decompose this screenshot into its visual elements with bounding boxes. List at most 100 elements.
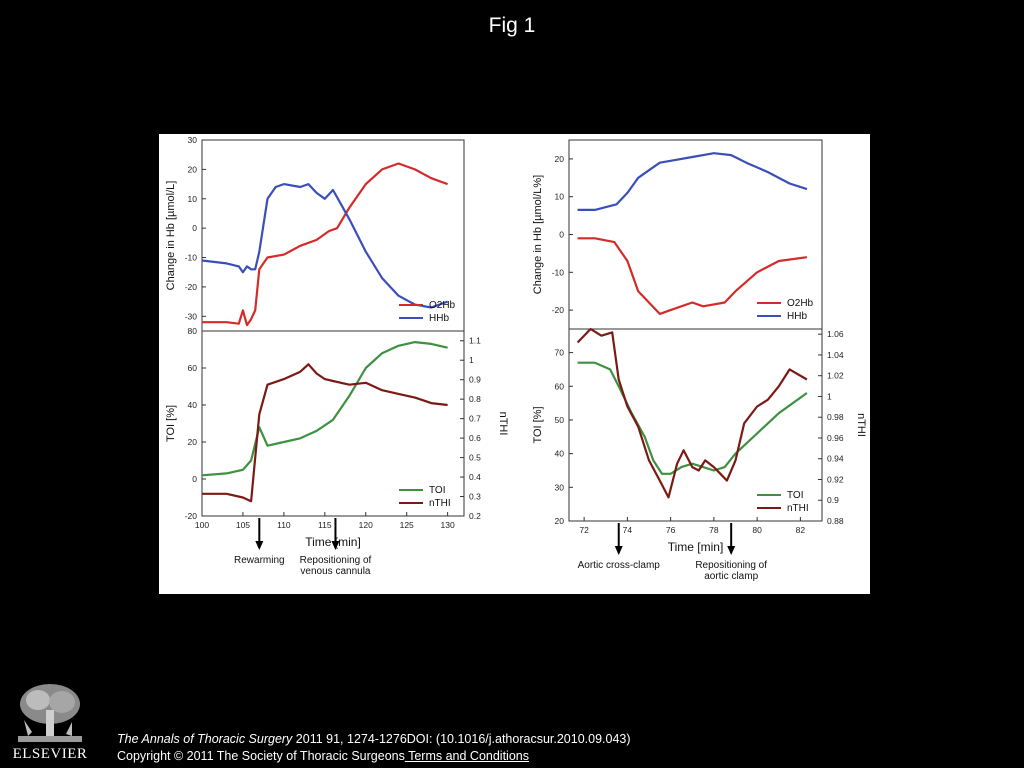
x-tick-label: 78 (709, 525, 719, 535)
y-tick-label: 80 (188, 326, 198, 336)
y2-tick-label: 0.4 (469, 472, 481, 482)
legend-label-hhb: HHb (787, 311, 807, 322)
y-tick-label: 30 (555, 482, 565, 492)
legend-label-o2hb: O2Hb (787, 298, 814, 309)
elsevier-tree-icon (10, 680, 90, 746)
x-tick-label: 125 (400, 520, 414, 530)
copyright-text: Copyright © 2011 The Society of Thoracic… (117, 749, 405, 763)
x-tick-label: 100 (195, 520, 209, 530)
y-tick-label: 60 (188, 363, 198, 373)
y-tick-label: 40 (188, 400, 198, 410)
y-tick-label: 0 (559, 230, 564, 240)
annotation-arrow-head (614, 546, 623, 555)
x-tick-label: 120 (359, 520, 373, 530)
x-tick-label: 72 (579, 525, 589, 535)
y2-tick-label: 0.94 (827, 454, 844, 464)
y2-tick-label: 1 (827, 391, 832, 401)
legend-label-nthi: nTHI (787, 503, 809, 514)
y2-tick-label: 0.96 (827, 433, 844, 443)
series-line-nthi (202, 363, 448, 503)
legend-label-toi: TOI (429, 485, 445, 496)
series-line-o2hb (202, 162, 448, 327)
y2-tick-label: 0.92 (827, 474, 844, 484)
y-tick-label: 30 (188, 135, 198, 145)
y-tick-label: 60 (555, 381, 565, 391)
annotation-arrow-head (255, 541, 264, 550)
legend-label-toi: TOI (787, 490, 803, 501)
chart-right-bottom: 20 30 40 50 60 70 0.88 0.9 0.92 0.94 0.96 0.98 1 1.02… (532, 327, 867, 582)
y2-tick-label: 0.2 (469, 511, 481, 521)
y2-tick-label: 0.3 (469, 492, 481, 502)
y-axis-label: Change in Hb [µmol/L] (165, 181, 177, 291)
y-tick-label: 20 (555, 154, 565, 164)
annotation-label-line2: venous cannula (300, 566, 370, 577)
slide-title: Fig 1 (488, 14, 536, 37)
terms-link[interactable]: Terms and Conditions (404, 749, 529, 763)
y-tick-label: -20 (185, 511, 198, 521)
y2-axis-label: nTHI (855, 413, 867, 437)
y2-tick-label: 1.02 (827, 371, 844, 381)
y-tick-label: 40 (555, 449, 565, 459)
annotation-label: Repositioning of (300, 555, 372, 566)
y-tick-label: 0 (192, 474, 197, 484)
y2-tick-label: 0.8 (469, 394, 481, 404)
series-line-toi (201, 341, 448, 477)
y2-tick-label: 0.9 (827, 495, 839, 505)
y-tick-label: -30 (185, 311, 198, 321)
y-axis-label: TOI [%] (532, 406, 544, 443)
y-tick-label: 20 (188, 164, 198, 174)
y-tick-label: -10 (185, 253, 198, 263)
series-line-nthi (576, 327, 808, 499)
annotation-label-line2: aortic clamp (704, 571, 758, 582)
y2-tick-label: 0.9 (469, 375, 481, 385)
series-line-hhb (577, 152, 808, 212)
y2-tick-label: 1.06 (827, 329, 844, 339)
y2-tick-label: 1 (469, 355, 474, 365)
citation-journal: The Annals of Thoracic Surgery (117, 732, 293, 746)
legend-label-nthi: nTHI (429, 498, 451, 509)
y-tick-label: 20 (555, 516, 565, 526)
y2-tick-label: 0.7 (469, 414, 481, 424)
x-tick-label: 76 (666, 525, 676, 535)
chart-right-top: -20 -10 0 10 20 Change in Hb [µmol/L%] O2Hb HHb (532, 139, 823, 330)
annotation-label: Rewarming (234, 555, 285, 566)
y2-tick-label: 1.1 (469, 336, 481, 346)
y-tick-label: 10 (188, 194, 198, 204)
plot-frame (568, 328, 823, 522)
series-line-o2hb (577, 237, 808, 315)
y-axis-label: Change in Hb [µmol/L%] (532, 175, 544, 294)
y-tick-label: 10 (555, 192, 565, 202)
x-tick-label: 105 (236, 520, 250, 530)
legend-label-hhb: HHb (429, 313, 449, 324)
copyright: Copyright © 2011 The Society of Thoracic… (117, 749, 529, 763)
series-line-toi (577, 361, 808, 475)
y-tick-label: 0 (192, 223, 197, 233)
y-tick-label: -20 (552, 305, 565, 315)
annotation-label: Repositioning of (695, 560, 767, 571)
chart-left-bottom: -20 0 20 40 60 80 0.2 0.3 0.4 0.5 0.6 0.7 0.8 0.9 1 1.1… (165, 326, 509, 577)
y2-tick-label: 0.88 (827, 516, 844, 526)
y2-tick-label: 0.98 (827, 412, 844, 422)
y-tick-label: 50 (555, 415, 565, 425)
legend-label-o2hb: O2Hb (429, 300, 456, 311)
plot-frame (201, 139, 465, 332)
y2-tick-label: 0.5 (469, 453, 481, 463)
x-tick-label: 115 (318, 520, 332, 530)
plot-frame (201, 330, 465, 517)
elsevier-wordmark: ELSEVIER (12, 746, 88, 762)
x-tick-label: 110 (277, 520, 291, 530)
x-axis-label: Time [min] (668, 540, 724, 554)
annotation-arrow-head (727, 546, 736, 555)
x-tick-label: 74 (623, 525, 633, 535)
elsevier-logo: ELSEVIER (10, 680, 90, 768)
series-line-hhb (201, 182, 448, 309)
figure-panel: -30 -20 -10 0 10 20 30 Change in Hb [µmol/L] O2H… (159, 134, 870, 594)
y-tick-label: 20 (188, 437, 198, 447)
y2-tick-label: 0.6 (469, 433, 481, 443)
y2-axis-label: nTHI (497, 412, 509, 436)
annotation-label: Aortic cross-clamp (578, 560, 661, 571)
y-tick-label: 70 (555, 348, 565, 358)
y-tick-label: -10 (552, 267, 565, 277)
chart-left-top: -30 -20 -10 0 10 20 30 Change in Hb [µmol/L] O2H… (165, 135, 465, 332)
